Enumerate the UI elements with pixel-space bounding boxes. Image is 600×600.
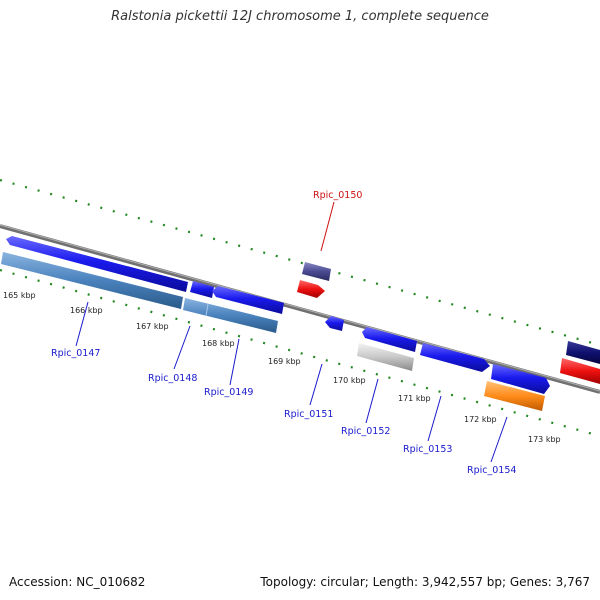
leader-lines <box>75 201 508 463</box>
gene-label-rpic-0149[interactable]: Rpic_0149 <box>204 387 253 398</box>
gene-label-rpic-0148[interactable]: Rpic_0148 <box>148 373 197 384</box>
gene-label-rpic-0147[interactable]: Rpic_0147 <box>51 348 100 359</box>
kbp-label: 166 kbp <box>70 306 103 315</box>
rrna-bar-rpic-0147[interactable] <box>1 252 183 309</box>
kbp-label: 172 kbp <box>464 415 497 424</box>
rrna-bar-rpic-0148[interactable] <box>183 298 278 333</box>
kbp-tick-labels: 165 kbp 166 kbp 167 kbp 168 kbp 169 kbp … <box>3 291 561 444</box>
topology-text: Topology: circular; Length: 3,942,557 bp… <box>260 575 590 589</box>
gene-arrow-rpic-0149[interactable] <box>212 286 284 314</box>
gene-arrow-rpic-0152[interactable] <box>362 327 417 352</box>
gene-arrow-rpic-0154[interactable] <box>491 364 550 394</box>
inner-tick-track <box>0 268 600 438</box>
kbp-label: 169 kbp <box>268 357 301 366</box>
gene-label-rpic-0152[interactable]: Rpic_0152 <box>341 426 390 437</box>
feature-rpic-0154-orange[interactable] <box>484 381 545 411</box>
gene-label-rpic-0151[interactable]: Rpic_0151 <box>284 409 333 420</box>
feature-rpic-0150-red[interactable] <box>297 280 325 298</box>
gene-label-rpic-0153[interactable]: Rpic_0153 <box>403 444 452 455</box>
map-title: Ralstonia pickettii 12J chromosome 1, co… <box>111 9 489 24</box>
gene-labels: Rpic_0147 Rpic_0148 Rpic_0149 Rpic_0150 … <box>51 190 516 476</box>
kbp-label: 173 kbp <box>528 435 561 444</box>
gene-label-rpic-0150[interactable]: Rpic_0150 <box>313 190 362 201</box>
gene-arrow-rpic-0147[interactable] <box>6 236 188 292</box>
kbp-label: 167 kbp <box>136 322 169 331</box>
kbp-label: 168 kbp <box>202 339 235 348</box>
accession-text: Accession: NC_010682 <box>9 575 146 589</box>
kbp-label: 171 kbp <box>398 394 431 403</box>
kbp-label: 170 kbp <box>333 376 366 385</box>
feature-rpic-0150-purple[interactable] <box>302 262 331 281</box>
kbp-label: 165 kbp <box>3 291 36 300</box>
genome-backbone <box>0 224 600 394</box>
gene-arrow-rpic-0153[interactable] <box>420 343 490 372</box>
gene-arrow-rpic-0151[interactable] <box>325 316 344 331</box>
gene-arrow-rpic-0148[interactable] <box>190 281 214 298</box>
feature-right-red[interactable] <box>560 358 600 384</box>
gene-label-rpic-0154[interactable]: Rpic_0154 <box>467 465 516 476</box>
gene-arrow-right-navy[interactable] <box>566 341 600 364</box>
feature-rpic-0152-gray[interactable] <box>357 343 414 371</box>
